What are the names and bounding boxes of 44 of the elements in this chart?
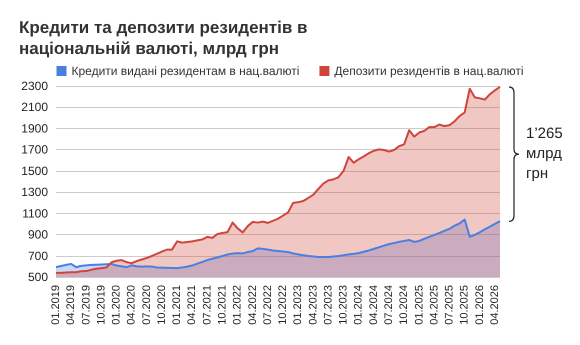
legend-label: Депозити резидентів в нац.валюті xyxy=(334,64,524,78)
x-tick-label: 10.2020 xyxy=(156,285,168,325)
y-tick-label: 500 xyxy=(28,270,48,284)
x-tick-label: 07.2021 xyxy=(201,285,214,325)
x-tick-label: 01.2021 xyxy=(171,285,184,325)
x-tick-label: 10.2025 xyxy=(458,285,471,325)
x-tick-label: 01.2022 xyxy=(232,285,244,325)
x-tick-label: 01.2026 xyxy=(474,285,486,325)
y-tick-label: 900 xyxy=(28,228,48,242)
text: 1’265 млрд грн xyxy=(526,124,564,184)
y-tick-label: 1300 xyxy=(21,185,48,200)
x-tick-label: 04.2025 xyxy=(428,285,440,325)
x-tick-label: 10.2021 xyxy=(216,285,228,325)
x-tick-label: 04.2021 xyxy=(186,285,198,325)
y-tick-label: 1700 xyxy=(21,142,48,157)
x-tick-label: 07.2020 xyxy=(140,285,153,325)
x-tick-label: 07.2023 xyxy=(322,285,334,325)
x-tick-label: 01.2025 xyxy=(413,285,426,325)
x-tick-label: 04.2023 xyxy=(307,285,320,325)
x-tick-label: 04.2024 xyxy=(368,285,380,325)
x-tick-label: 07.2025 xyxy=(444,285,456,325)
x-tick-label: 04.2026 xyxy=(488,285,501,325)
x-tick-label: 04.2020 xyxy=(126,285,138,325)
y-tick-label: 1900 xyxy=(21,121,48,136)
y-tick-label: 1100 xyxy=(22,206,48,220)
chart-title: Кредити та депозити резидентів в національній валюті, млрд грн xyxy=(19,18,312,58)
legend-label: Кредити видані резидентам в нац.валюті xyxy=(71,64,300,78)
y-tick-label: 700 xyxy=(28,248,48,263)
x-tick-label: 07.2024 xyxy=(383,285,395,325)
x-tick-label: 04.2019 xyxy=(65,285,78,325)
x-tick-label: 04.2022 xyxy=(246,285,259,325)
x-tick-label: 10.2024 xyxy=(398,285,410,325)
x-tick-label: 01.2023 xyxy=(292,285,304,325)
y-tick-label: 1500 xyxy=(21,164,48,178)
x-tick-label: 10.2019 xyxy=(95,285,108,325)
x-tick-label: 01.2024 xyxy=(352,285,365,325)
y-tick-label: 2100 xyxy=(21,100,48,114)
y-tick-label: 2300 xyxy=(21,79,48,93)
x-tick-label: 01.2019 xyxy=(50,285,62,325)
x-tick-label: 07.2022 xyxy=(262,285,274,325)
x-tick-label: 01.2020 xyxy=(110,285,123,325)
x-tick-label: 07.2019 xyxy=(80,285,92,325)
x-tick-label: 10.2023 xyxy=(338,285,350,325)
x-tick-label: 10.2022 xyxy=(277,285,290,325)
